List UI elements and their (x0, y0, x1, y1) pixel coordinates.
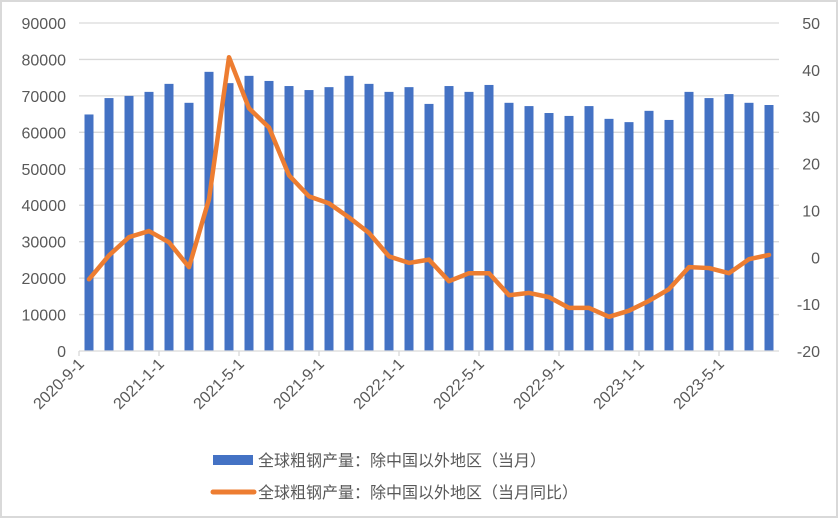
y-left-tick-label: 30000 (22, 235, 67, 252)
bar-series (84, 71, 774, 352)
y-right-tick-label: -20 (797, 344, 820, 361)
x-tick-label: 2022-9-1 (511, 356, 568, 413)
bar (684, 91, 694, 351)
x-tick-label: 2021-9-1 (271, 356, 328, 413)
y-right-tick-label: 10 (802, 203, 820, 220)
bar (284, 86, 294, 351)
x-tick-label: 2023-1-1 (591, 356, 648, 413)
y-left-tick-label: 40000 (22, 198, 67, 215)
bar (224, 83, 234, 351)
bar (744, 102, 754, 352)
bar (184, 102, 194, 352)
yoy-line (86, 54, 772, 320)
y-left-tick-label: 60000 (22, 125, 67, 142)
bar (624, 122, 634, 351)
y-right-tick-label: 30 (802, 110, 820, 127)
bar (524, 106, 534, 352)
bar (344, 75, 354, 351)
y-left-tick-label: 90000 (22, 16, 67, 33)
y-right-tick-label: -10 (797, 297, 820, 314)
x-tick-label: 2022-1-1 (351, 356, 408, 413)
y-right-tick-label: 0 (811, 250, 820, 267)
legend: 全球粗钢产量：除中国以外地区（当月） 全球粗钢产量：除中国以外地区（当月同比） (210, 451, 578, 502)
y-axis-left: 0 10000 20000 30000 40000 50000 60000 70000 8000… (22, 16, 67, 361)
bar (604, 118, 614, 351)
bar (104, 98, 114, 351)
bar (764, 105, 774, 351)
x-axis: 2020-9-1 2021-1-1 2021-5-1 2021-9-1 2022-1-1… (31, 350, 779, 413)
bar (404, 87, 414, 352)
legend-line-label: 全球粗钢产量：除中国以外地区（当月同比） (258, 483, 578, 502)
x-tick-label: 2023-5-1 (671, 356, 728, 413)
bar (704, 98, 714, 351)
bar (204, 71, 214, 351)
bar (444, 86, 454, 351)
x-tick-label: 2020-9-1 (31, 356, 88, 413)
y-left-tick-label: 50000 (22, 162, 67, 179)
bar (144, 91, 154, 351)
x-tick-label: 2021-1-1 (111, 356, 168, 413)
bar (304, 90, 314, 352)
y-left-tick-label: 80000 (22, 52, 67, 69)
bar (644, 110, 654, 351)
y-right-tick-label: 50 (802, 16, 820, 33)
bar (384, 91, 394, 351)
bar (484, 84, 494, 351)
y-left-tick-label: 20000 (22, 271, 67, 288)
line-series (86, 54, 772, 320)
bar (164, 83, 174, 352)
bar (84, 114, 94, 351)
bar (124, 95, 134, 351)
y-left-tick-label: 70000 (22, 89, 67, 106)
x-tick-label: 2022-5-1 (431, 356, 488, 413)
bar (544, 113, 554, 351)
bar (724, 94, 734, 352)
bar (364, 83, 374, 352)
bar (424, 103, 434, 351)
x-tick-label: 2021-5-1 (191, 356, 248, 413)
bar (664, 119, 674, 351)
y-axis-right: -20 -10 0 10 20 30 40 50 (797, 16, 820, 361)
bar (504, 102, 514, 352)
y-left-tick-label: 0 (57, 344, 66, 361)
legend-bar-label: 全球粗钢产量：除中国以外地区（当月） (258, 451, 546, 470)
y-right-tick-label: 40 (802, 63, 820, 80)
bar (244, 75, 254, 351)
y-left-tick-label: 10000 (22, 308, 67, 325)
bar (464, 91, 474, 351)
bar (324, 87, 334, 352)
y-right-tick-label: 20 (802, 157, 820, 174)
bar (264, 80, 274, 352)
bar (584, 106, 594, 352)
legend-bar-swatch (213, 455, 253, 465)
bar (564, 115, 574, 351)
